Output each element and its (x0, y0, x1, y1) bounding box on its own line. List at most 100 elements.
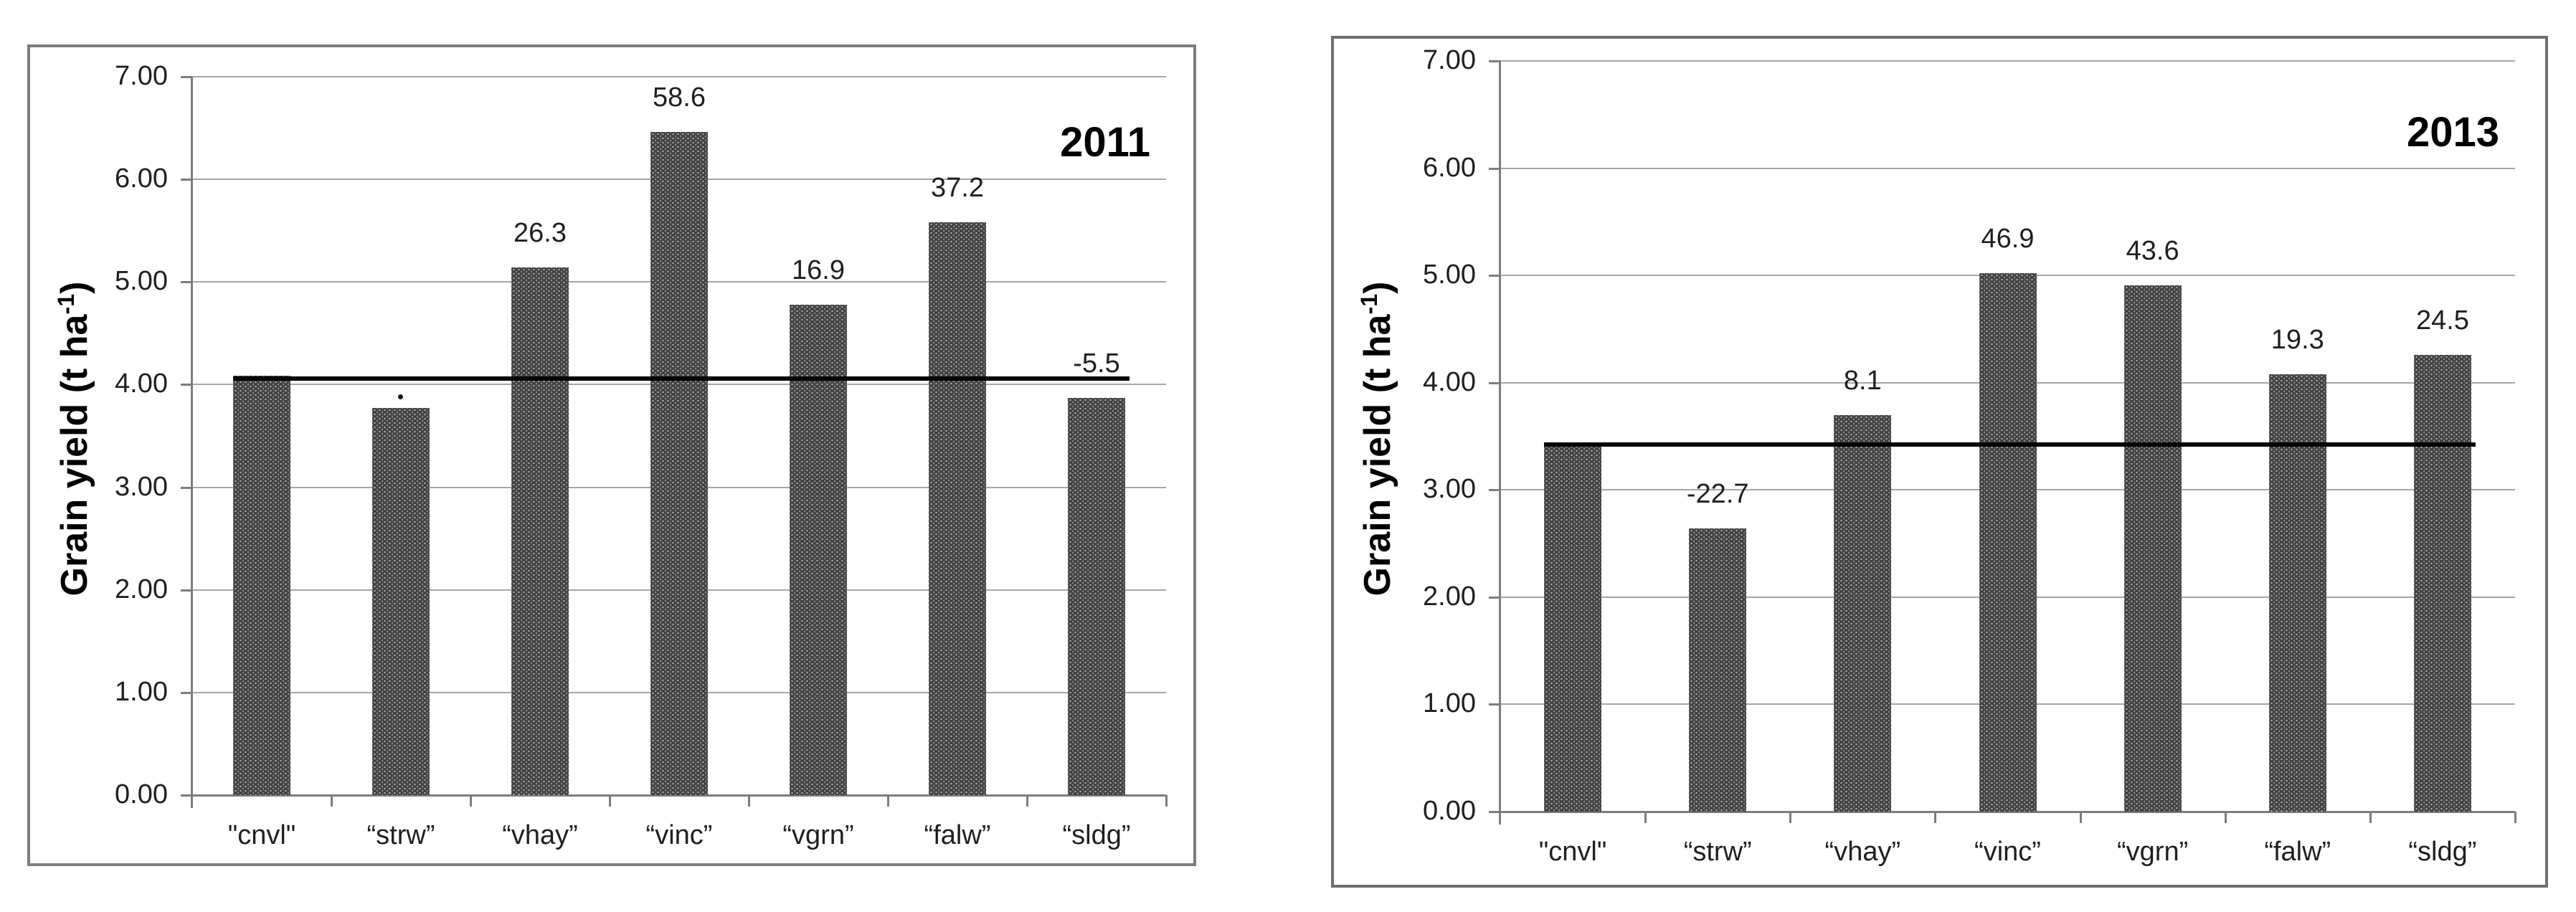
y-axis-tick (1489, 811, 1500, 813)
y-tick-label: 7.00 (115, 61, 168, 91)
year-title: 2011 (1060, 119, 1150, 166)
bar-vgrn (2123, 285, 2182, 812)
y-tick-label: 3.00 (115, 471, 168, 502)
data-label: -5.5 (1073, 348, 1120, 379)
y-axis-tick (1489, 489, 1500, 492)
data-label: 46.9 (1981, 224, 2035, 255)
y-tick-label: 4.00 (1423, 366, 1476, 397)
y-axis-line (191, 77, 193, 808)
x-category-label: “sldg” (2408, 837, 2477, 867)
bar-vhay (511, 267, 569, 795)
x-axis-tick (2514, 812, 2516, 823)
chart-panel-2011: Grain yield (t ha-1) 2011 (27, 44, 1196, 866)
y-axis-title-text: Grain yield (t ha (1357, 314, 1399, 597)
chart-panel-2013: Grain yield (t ha-1) 2013 (1331, 36, 2548, 888)
y-tick-label: 0.00 (115, 779, 168, 809)
gridline (1500, 60, 2515, 62)
y-axis-tick (181, 179, 192, 181)
reference-line (1544, 442, 2476, 447)
bar-cnvl (1544, 445, 1602, 812)
y-tick-label: 2.00 (115, 574, 168, 604)
y-tick-label: 6.00 (1423, 152, 1476, 183)
x-axis-line (192, 794, 1166, 797)
x-category-label: “strw” (1683, 837, 1752, 867)
strw-dot-marker (398, 394, 403, 399)
x-axis-tick (748, 795, 750, 807)
x-axis-tick (1026, 795, 1028, 807)
y-tick-label: 5.00 (1423, 260, 1476, 290)
y-axis-tick (1489, 596, 1500, 599)
data-label: -22.7 (1686, 479, 1749, 510)
y-tick-label: 3.00 (1423, 474, 1476, 505)
x-category-label: “vhay” (502, 820, 578, 850)
bar-vhay (1834, 414, 1892, 812)
y-tick-label: 1.00 (1423, 688, 1476, 719)
reference-line (233, 376, 1130, 381)
x-category-label: “sldg” (1062, 820, 1131, 850)
y-tick-label: 5.00 (115, 266, 168, 297)
y-axis-tick (181, 691, 192, 694)
y-axis-tick (1489, 381, 1500, 384)
data-label: 26.3 (513, 218, 567, 249)
bar-strw (372, 408, 430, 795)
x-axis-line (1500, 811, 2515, 813)
x-category-label: "cnvl" (1538, 837, 1607, 867)
x-category-label: “falw” (2264, 837, 2331, 867)
bar-vinc (1979, 273, 2037, 812)
y-tick-label: 1.00 (115, 676, 168, 707)
y-tick-label: 4.00 (115, 369, 168, 399)
data-label: 16.9 (792, 255, 845, 285)
bar-vgrn (790, 304, 847, 795)
y-axis-tick (181, 486, 192, 489)
bar-cnvl (233, 375, 290, 795)
y-axis-title: Grain yield (t ha-1) (1356, 282, 1399, 597)
y-axis-tick (1489, 60, 1500, 62)
x-axis-tick (1165, 795, 1168, 807)
bar-sldg (2413, 354, 2471, 812)
x-category-label: "cnvl" (227, 820, 296, 850)
data-label: 58.6 (653, 82, 706, 113)
x-category-label: “vinc” (1974, 837, 2041, 867)
y-tick-label: 7.00 (1423, 45, 1476, 75)
year-title: 2013 (2406, 109, 2499, 156)
bar-sldg (1068, 398, 1125, 795)
x-axis-tick (2079, 812, 2082, 823)
x-axis-tick (470, 795, 472, 807)
y-axis-tick (1489, 167, 1500, 170)
y-axis-tick (181, 589, 192, 592)
bar-vinc (650, 132, 708, 795)
data-label: 37.2 (931, 173, 984, 204)
data-label: 43.6 (2126, 235, 2179, 266)
x-category-label: “vgrn” (2117, 837, 2189, 867)
x-category-label: “vhay” (1824, 837, 1901, 867)
y-axis-tick (1489, 275, 1500, 277)
y-axis-tick (181, 384, 192, 386)
bar-strw (1689, 528, 1747, 812)
gridline (1500, 167, 2515, 169)
x-category-label: “vgrn” (782, 820, 854, 850)
x-category-label: “falw” (924, 820, 991, 850)
bar-falw (2268, 374, 2326, 812)
x-axis-tick (1644, 812, 1647, 823)
y-axis-tick (181, 794, 192, 797)
x-axis-tick (2369, 812, 2372, 823)
gridline (192, 76, 1166, 77)
x-axis-tick (609, 795, 611, 807)
data-label: 19.3 (2270, 324, 2324, 355)
x-category-label: “vinc” (645, 820, 713, 850)
y-axis-title-text: Grain yield (t ha (54, 314, 96, 597)
x-category-label: “strw” (366, 820, 435, 850)
y-axis-tick (1489, 703, 1500, 706)
y-axis-tick (181, 76, 192, 78)
y-tick-label: 6.00 (115, 163, 168, 194)
x-axis-tick (331, 795, 333, 807)
data-label: 8.1 (1843, 365, 1882, 396)
y-axis-title-superscript: -1 (1355, 293, 1382, 315)
y-axis-line (1499, 61, 1501, 825)
x-axis-tick (1934, 812, 1937, 823)
y-tick-label: 2.00 (1423, 581, 1476, 612)
y-axis-tick (181, 281, 192, 284)
x-axis-tick (1789, 812, 1792, 823)
data-label: 24.5 (2415, 305, 2469, 336)
